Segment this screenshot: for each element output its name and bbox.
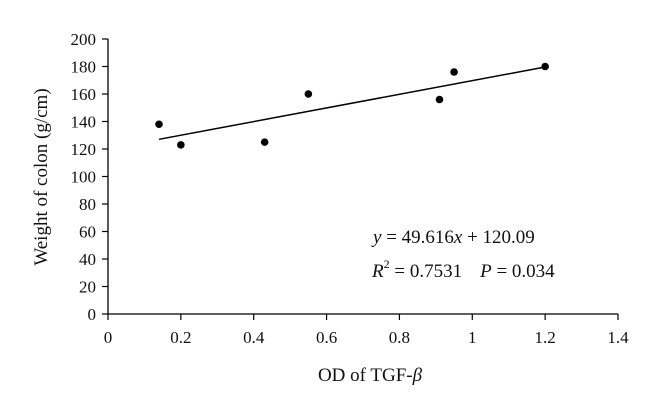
data-point	[155, 120, 163, 129]
x-axis-ticks: 0 0.2 0.4 0.6 0.8 1 1.2 1.4	[104, 314, 629, 347]
y-tick-label: 180	[71, 58, 97, 77]
x-tick-label: 0.4	[243, 328, 265, 347]
eq-intercept: + 120.09	[462, 227, 534, 248]
y-tick-label: 160	[71, 85, 97, 104]
data-point	[177, 141, 185, 149]
x-tick-label: 0.2	[170, 328, 191, 347]
data-points	[155, 62, 549, 149]
y-tick-label: 120	[71, 140, 97, 159]
p-value: = 0.034	[492, 261, 555, 282]
y-tick-label: 40	[79, 250, 96, 269]
y-tick-label: 200	[71, 30, 97, 49]
x-tick-label: 0	[104, 328, 113, 347]
data-point	[450, 68, 458, 76]
r2-value: = 0.7531	[390, 261, 462, 282]
y-tick-label: 0	[88, 305, 97, 324]
data-point	[304, 90, 313, 98]
x-tick-label: 1	[468, 328, 477, 347]
x-axis-title-text: OD of TGF-	[318, 365, 413, 386]
x-tick-label: 0.6	[316, 328, 337, 347]
p-symbol: P	[479, 261, 492, 282]
y-tick-label: 60	[79, 223, 96, 242]
eq-x-symbol: x	[453, 227, 463, 248]
x-tick-label: 0.8	[389, 328, 410, 347]
eq-y-symbol: y	[371, 227, 382, 248]
y-axis-title: Weight of colon (g/cm)	[31, 88, 52, 265]
x-tick-label: 1.4	[607, 328, 629, 347]
data-point	[541, 62, 549, 71]
r2-p-annotation: R2 = 0.7531 P = 0.034	[371, 257, 555, 282]
eq-coefficient: = 49.616	[381, 227, 453, 248]
r-superscript: 2	[384, 257, 390, 271]
y-tick-label: 100	[71, 168, 97, 187]
y-tick-label: 80	[79, 195, 96, 214]
y-tick-label: 20	[79, 278, 96, 297]
r-symbol: R	[371, 261, 384, 282]
x-axis-title: OD of TGF-β	[318, 365, 423, 386]
x-axis-title-beta: β	[412, 365, 423, 386]
y-tick-label: 140	[71, 113, 97, 132]
trendline	[158, 66, 546, 141]
data-point	[260, 138, 269, 146]
x-tick-label: 1.2	[535, 328, 556, 347]
trendline-group	[158, 66, 546, 141]
y-axis-ticks: 0 20 40 60 80 100 120 140 160 180 200	[71, 30, 108, 324]
regression-equation: y = 49.616x + 120.09	[371, 227, 535, 248]
data-point	[435, 95, 444, 104]
